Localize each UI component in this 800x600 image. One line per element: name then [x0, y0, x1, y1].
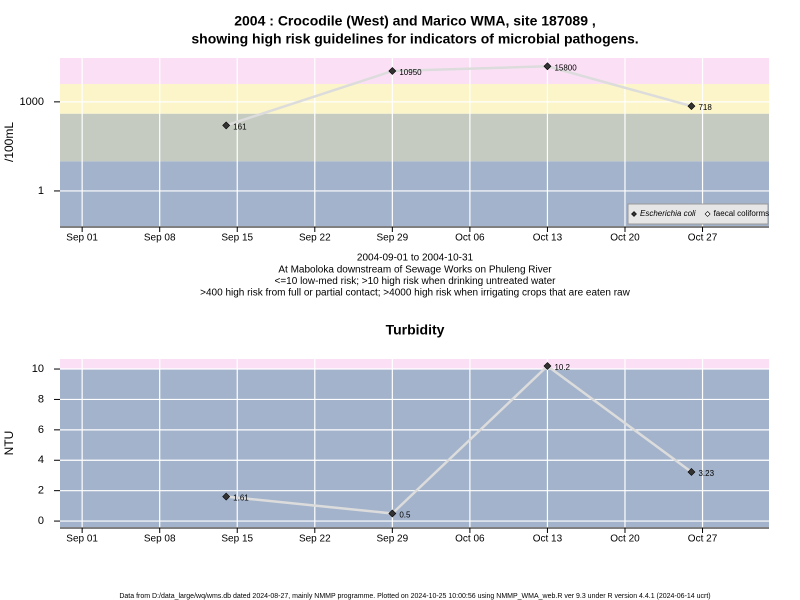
data-point — [222, 121, 231, 130]
x-tick-label: Sep 08 — [144, 534, 176, 545]
caption: >400 high risk from full or partial cont… — [200, 288, 630, 299]
y-tick-label: 6 — [38, 424, 44, 436]
x-tick-label: Sep 01 — [66, 534, 98, 545]
x-tick-label: Oct 20 — [610, 233, 640, 244]
y-axis-label: NTU — [2, 431, 16, 456]
data-label: 3.23 — [698, 469, 714, 478]
data-point — [222, 492, 231, 501]
data-label: 0.5 — [399, 511, 411, 520]
data-label: 161 — [233, 123, 247, 132]
x-tick-label: Oct 27 — [688, 534, 718, 545]
legend-marker — [631, 211, 637, 217]
data-label: 15800 — [554, 63, 577, 72]
data-point — [543, 362, 552, 370]
risk-band — [60, 113, 769, 162]
x-tick-label: Oct 27 — [688, 233, 718, 244]
chart-title: 2004 : Crocodile (West) and Marico WMA, … — [234, 13, 596, 29]
data-point — [543, 62, 552, 71]
y-tick-label: 0 — [38, 515, 44, 527]
series-line — [225, 65, 692, 127]
x-tick-label: Oct 20 — [610, 534, 640, 545]
footer: Data from D:/data_large/wq/wms.db dated … — [119, 593, 710, 600]
y-tick-label: 10 — [32, 363, 44, 375]
y-tick-label: 2 — [38, 485, 44, 497]
y-tick-label: 1 — [38, 185, 44, 197]
y-tick-label: 8 — [38, 393, 44, 405]
chart-title: Turbidity — [386, 322, 445, 338]
caption: At Maboloka downstream of Sewage Works o… — [278, 264, 552, 275]
risk-band — [60, 369, 769, 527]
risk-band — [60, 359, 769, 370]
data-label: 10.2 — [554, 363, 570, 372]
data-point — [388, 509, 397, 518]
x-tick-label: Oct 13 — [533, 233, 563, 244]
x-tick-label: Oct 06 — [455, 233, 485, 244]
x-tick-label: Oct 13 — [533, 534, 563, 545]
data-point — [687, 102, 696, 111]
y-tick-label: 1000 — [20, 96, 44, 108]
y-tick-label: 4 — [38, 454, 44, 466]
chart-title: showing high risk guidelines for indicat… — [191, 31, 638, 47]
legend-marker — [704, 211, 711, 217]
x-tick-label: Sep 15 — [221, 534, 253, 545]
x-tick-label: Sep 22 — [299, 233, 331, 244]
x-tick-label: Sep 29 — [376, 534, 408, 545]
data-point — [687, 468, 696, 476]
data-point — [388, 67, 397, 75]
legend-label: Escherichia coli — [640, 209, 696, 218]
x-tick-label: Oct 06 — [455, 534, 485, 545]
data-label: 10950 — [399, 68, 422, 77]
x-tick-label: Sep 15 — [221, 233, 253, 244]
x-tick-label: Sep 01 — [66, 233, 98, 244]
legend-box — [627, 203, 769, 225]
caption: 2004-09-01 to 2004-10-31 — [357, 253, 474, 264]
legend-label: faecal coliforms — [714, 209, 770, 218]
y-axis-label: /100mL — [2, 122, 16, 162]
data-label: 1.61 — [233, 494, 249, 503]
x-tick-label: Sep 22 — [299, 534, 331, 545]
risk-band — [60, 83, 769, 114]
caption: <=10 low-med risk; >10 high risk when dr… — [275, 276, 557, 287]
x-tick-label: Sep 08 — [144, 233, 176, 244]
data-label: 718 — [698, 103, 712, 112]
series-line — [226, 364, 693, 515]
x-tick-label: Sep 29 — [376, 233, 408, 244]
